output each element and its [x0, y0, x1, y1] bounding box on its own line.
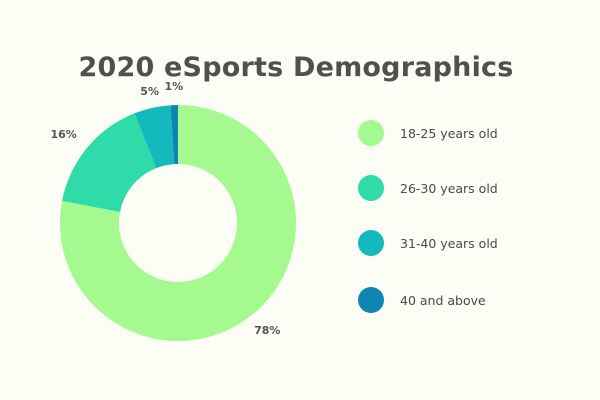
chart-title: 2020 eSports Demographics [78, 52, 514, 83]
slice-label-26-30: 16% [50, 128, 76, 141]
legend-label-26-30: 26-30 years old [400, 180, 498, 196]
slice-label-18-25: 78% [254, 324, 280, 337]
legend-item-26-30: 26-30 years old [358, 174, 498, 202]
slice-26-30 [62, 113, 157, 212]
donut-slices [60, 105, 296, 341]
slice-labels: 78% 16% 5% 1% [50, 80, 280, 337]
slice-31-40 [134, 105, 175, 169]
slice-18-25 [60, 105, 296, 341]
slice-label-40-above: 1% [165, 80, 184, 93]
legend-item-40-above: 40 and above [358, 286, 486, 314]
legend-item-18-25: 18-25 years old [358, 119, 498, 147]
legend-swatch-26-30 [358, 175, 384, 201]
legend-label-40-above: 40 and above [400, 292, 486, 308]
legend-swatch-18-25 [358, 120, 384, 146]
legend: 18-25 years old 26-30 years old 31-40 ye… [358, 0, 588, 400]
legend-label-31-40: 31-40 years old [400, 235, 498, 251]
slice-label-31-40: 5% [140, 85, 159, 98]
legend-swatch-31-40 [358, 230, 384, 256]
legend-label-18-25: 18-25 years old [400, 125, 498, 141]
legend-swatch-40-above [358, 287, 384, 313]
slice-40-above [170, 105, 178, 165]
legend-item-31-40: 31-40 years old [358, 229, 498, 257]
